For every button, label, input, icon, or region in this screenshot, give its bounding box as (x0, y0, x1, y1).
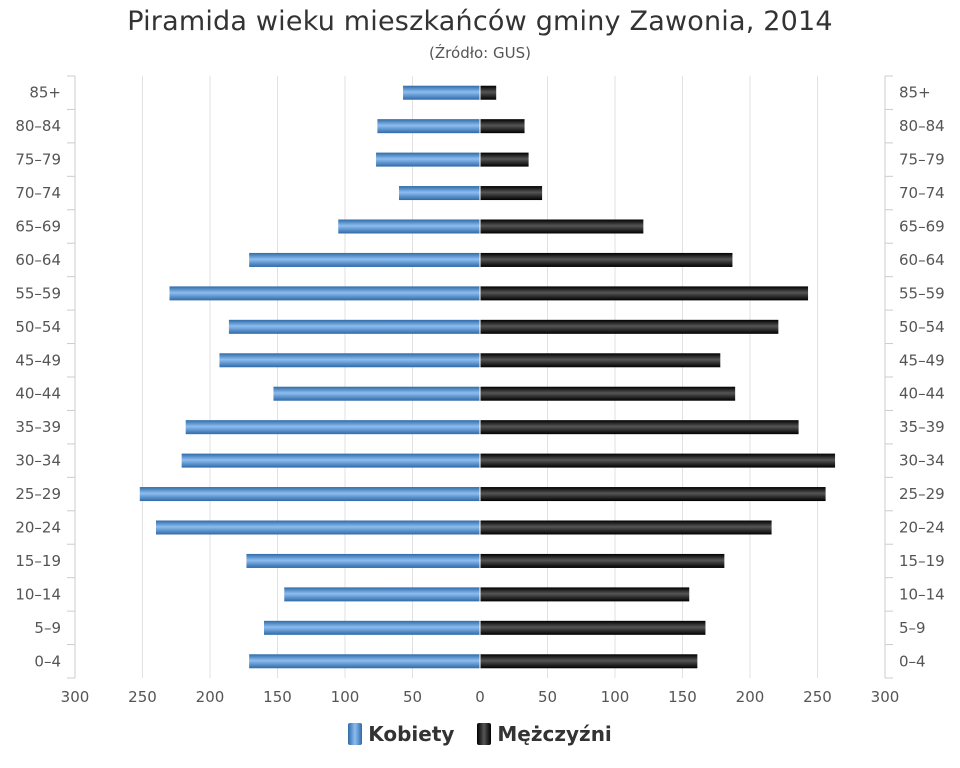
y-tick-label-left: 80–84 (15, 117, 61, 135)
x-tick-label: 300 (871, 688, 900, 706)
y-tick-label-right: 15–19 (899, 552, 945, 570)
bar-kobiety (156, 520, 480, 535)
bar-kobiety (181, 453, 480, 468)
x-tick-label: 200 (736, 688, 765, 706)
bar-kobiety (249, 252, 480, 267)
bar-mezczyzni (480, 252, 733, 267)
y-tick-label-left: 35–39 (15, 418, 61, 436)
bar-mezczyzni (480, 119, 525, 134)
y-tick-label-left: 65–69 (15, 218, 61, 236)
x-tick-label: 300 (61, 688, 90, 706)
y-tick-label-left: 85+ (29, 84, 61, 102)
bar-mezczyzni (480, 219, 644, 234)
bar-mezczyzni (480, 620, 706, 635)
x-tick-label: 100 (601, 688, 630, 706)
y-tick-label-left: 15–19 (15, 552, 61, 570)
bar-mezczyzni (480, 520, 772, 535)
bar-kobiety (273, 386, 480, 401)
bar-mezczyzni (480, 85, 497, 100)
bar-kobiety (376, 152, 480, 167)
y-tick-label-right: 40–44 (899, 385, 945, 403)
y-tick-label-right: 85+ (899, 84, 931, 102)
bar-kobiety (284, 587, 480, 602)
y-tick-label-right: 30–34 (899, 452, 945, 470)
chart-legend: Kobiety Mężczyźni (0, 722, 960, 750)
y-tick-label-left: 25–29 (15, 485, 61, 503)
y-tick-label-right: 45–49 (899, 351, 945, 369)
bar-kobiety (338, 219, 480, 234)
y-tick-label-left: 5–9 (34, 619, 61, 637)
y-tick-label-left: 50–54 (15, 318, 61, 336)
legend-item-kobiety[interactable]: Kobiety (348, 722, 454, 746)
y-tick-label-right: 60–64 (899, 251, 945, 269)
bar-kobiety (377, 119, 480, 134)
legend-swatch-kobiety (348, 723, 363, 745)
chart-subtitle: (Źródło: GUS) (429, 44, 531, 62)
y-tick-label-right: 75–79 (899, 151, 945, 169)
y-tick-label-left: 45–49 (15, 351, 61, 369)
bar-mezczyzni (480, 319, 779, 334)
x-tick-label: 250 (128, 688, 157, 706)
bar-mezczyzni (480, 420, 799, 435)
legend-label-mezczyzni: Mężczyźni (497, 722, 612, 746)
x-tick-label: 0 (475, 688, 485, 706)
x-tick-label: 50 (538, 688, 557, 706)
bar-mezczyzni (480, 152, 529, 167)
bar-kobiety (249, 654, 480, 669)
bar-kobiety (219, 353, 480, 368)
bar-kobiety (185, 420, 480, 435)
bar-mezczyzni (480, 286, 809, 301)
y-tick-label-right: 80–84 (899, 117, 945, 135)
y-tick-label-left: 30–34 (15, 452, 61, 470)
bar-kobiety (399, 186, 480, 201)
legend-swatch-mezczyzni (477, 723, 492, 745)
y-tick-label-right: 65–69 (899, 218, 945, 236)
bar-mezczyzni (480, 386, 736, 401)
y-tick-label-right: 20–24 (899, 519, 945, 537)
y-tick-label-left: 10–14 (15, 585, 61, 603)
x-tick-label: 250 (803, 688, 832, 706)
x-tick-label: 200 (196, 688, 225, 706)
bar-mezczyzni (480, 186, 543, 201)
y-tick-label-right: 70–74 (899, 184, 945, 202)
bar-kobiety (264, 620, 480, 635)
bar-mezczyzni (480, 654, 698, 669)
bar-kobiety (403, 85, 480, 100)
legend-item-mezczyzni[interactable]: Mężczyźni (477, 722, 612, 746)
chart-title: Piramida wieku mieszkańców gminy Zawonia… (127, 6, 833, 37)
y-tick-label-right: 0–4 (899, 652, 926, 670)
y-tick-label-right: 5–9 (899, 619, 926, 637)
y-tick-label-left: 75–79 (15, 151, 61, 169)
y-tick-label-right: 55–59 (899, 284, 945, 302)
y-tick-label-left: 60–64 (15, 251, 61, 269)
bar-mezczyzni (480, 353, 721, 368)
bar-kobiety (246, 553, 480, 568)
x-tick-label: 150 (263, 688, 292, 706)
x-tick-label: 150 (668, 688, 697, 706)
bar-kobiety (169, 286, 480, 301)
x-tick-label: 50 (403, 688, 422, 706)
bar-kobiety (139, 487, 481, 502)
bar-mezczyzni (480, 553, 725, 568)
y-tick-label-left: 0–4 (34, 652, 61, 670)
x-tick-label: 100 (331, 688, 360, 706)
y-tick-label-left: 55–59 (15, 284, 61, 302)
bar-mezczyzni (480, 487, 826, 502)
y-tick-label-right: 35–39 (899, 418, 945, 436)
y-tick-label-left: 20–24 (15, 519, 61, 537)
bar-mezczyzni (480, 453, 836, 468)
y-tick-label-right: 50–54 (899, 318, 945, 336)
y-tick-label-right: 25–29 (899, 485, 945, 503)
y-tick-label-left: 40–44 (15, 385, 61, 403)
y-tick-label-right: 10–14 (899, 585, 945, 603)
legend-label-kobiety: Kobiety (368, 722, 455, 746)
bar-mezczyzni (480, 587, 690, 602)
y-tick-label-left: 70–74 (15, 184, 61, 202)
bar-kobiety (228, 319, 480, 334)
